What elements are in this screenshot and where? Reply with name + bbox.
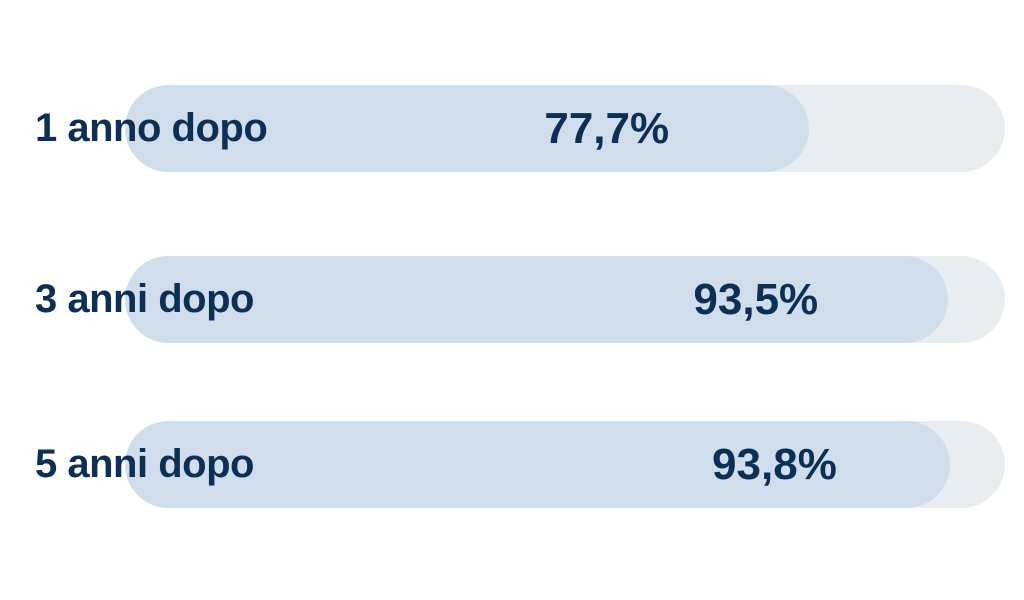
bar-row: 5 anni dopo 93,8% [0,421,1024,508]
bar-row: 3 anni dopo 93,5% [0,256,1024,343]
bar-track [125,421,1005,508]
bar-row: 1 anno dopo 77,7% [0,85,1024,172]
value-label: 93,5% [693,275,819,324]
bar-fill [125,421,951,508]
value-label: 93,8% [712,440,837,489]
value-label: 77,7% [544,104,670,153]
bar-track [125,256,1005,343]
category-label: 5 anni dopo [35,442,254,486]
bar-track [125,85,1005,172]
bar-fill [125,85,809,172]
category-label: 1 anno dopo [35,106,268,150]
category-label: 3 anni dopo [35,277,254,321]
bar-fill [125,256,948,343]
